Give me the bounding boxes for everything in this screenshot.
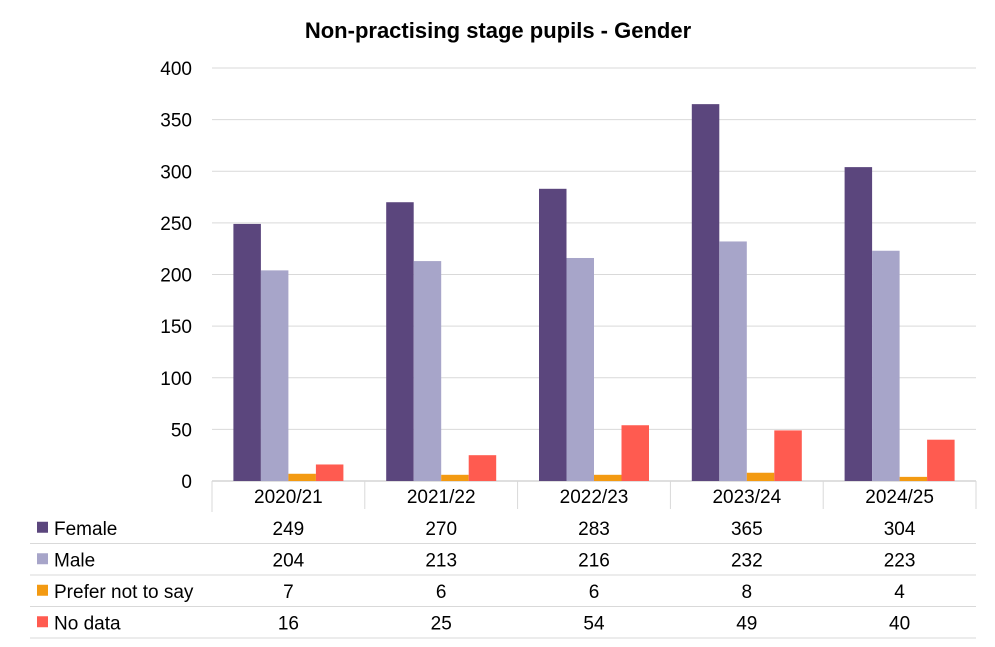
bar bbox=[441, 474, 469, 481]
legend-label: Male bbox=[54, 550, 95, 571]
legend-label: No data bbox=[54, 613, 121, 634]
data-table-cell: 249 bbox=[273, 519, 305, 540]
bar bbox=[468, 455, 497, 481]
data-table-cell: 4 bbox=[894, 582, 905, 603]
bar bbox=[719, 241, 747, 481]
data-table-cell: 223 bbox=[884, 550, 916, 571]
bar bbox=[594, 474, 622, 481]
legend-label: Prefer not to say bbox=[54, 582, 194, 603]
data-table-cell: 6 bbox=[436, 582, 447, 603]
data-table-cell: 16 bbox=[278, 613, 299, 634]
bar bbox=[691, 104, 720, 481]
y-tick-label: 100 bbox=[160, 369, 192, 390]
y-tick-label: 200 bbox=[160, 266, 192, 287]
bar bbox=[539, 188, 567, 482]
data-table-cell: 8 bbox=[742, 582, 753, 603]
y-tick-label: 250 bbox=[160, 214, 192, 235]
bar bbox=[315, 464, 344, 481]
bar bbox=[233, 223, 261, 481]
y-tick-label: 0 bbox=[181, 472, 192, 493]
legend-swatch bbox=[37, 584, 48, 596]
x-tick-label: 2022/23 bbox=[560, 487, 629, 508]
bar bbox=[621, 425, 649, 481]
data-table-cell: 54 bbox=[583, 613, 605, 634]
bars bbox=[233, 104, 955, 482]
data-table-cell: 7 bbox=[283, 582, 294, 603]
bar bbox=[927, 439, 955, 481]
x-tick-label: 2024/25 bbox=[865, 487, 934, 508]
legend-label: Female bbox=[54, 519, 117, 540]
bar bbox=[413, 261, 442, 481]
bar bbox=[288, 473, 316, 481]
data-table-cell: 49 bbox=[736, 613, 757, 634]
bar bbox=[844, 167, 873, 481]
bar bbox=[566, 257, 594, 481]
data-table-cell: 213 bbox=[425, 550, 457, 571]
data-table-cell: 304 bbox=[884, 519, 916, 540]
bar bbox=[899, 476, 928, 481]
data-table-cell: 270 bbox=[425, 519, 457, 540]
data-table-cell: 40 bbox=[889, 613, 910, 634]
legend-swatch bbox=[37, 521, 48, 533]
y-tick-label: 300 bbox=[160, 162, 192, 183]
chart-title: Non-practising stage pupils - Gender bbox=[305, 18, 692, 43]
bar bbox=[386, 202, 414, 481]
data-table-cell: 204 bbox=[273, 550, 305, 571]
y-tick-label: 350 bbox=[160, 111, 192, 132]
data-table-cell: 283 bbox=[578, 519, 610, 540]
bar bbox=[872, 250, 900, 481]
y-tick-label: 150 bbox=[160, 317, 192, 338]
data-table-cell: 6 bbox=[589, 582, 600, 603]
bar bbox=[774, 430, 802, 481]
legend-swatch bbox=[37, 553, 48, 565]
bar bbox=[746, 472, 775, 481]
x-tick-label: 2023/24 bbox=[712, 487, 781, 508]
y-axis-ticks: 0 50 100 150 200 250 300 350 400 bbox=[160, 59, 192, 493]
x-tick-label: 2021/22 bbox=[407, 487, 476, 508]
x-tick-label: 2020/21 bbox=[254, 487, 323, 508]
y-tick-label: 400 bbox=[160, 59, 192, 80]
data-table-cell: 232 bbox=[731, 550, 763, 571]
x-axis-ticks: 2020/21 2021/22 2022/23 2023/24 2024/25 bbox=[254, 487, 934, 508]
data-table-cell: 25 bbox=[431, 613, 452, 634]
data-table: Female 249 270 283 365 304 Male 204 213 216 232 223… bbox=[30, 481, 977, 639]
legend-swatch bbox=[37, 616, 48, 628]
bar bbox=[260, 270, 289, 481]
data-table-cell: 216 bbox=[578, 550, 610, 571]
data-table-cell: 365 bbox=[731, 519, 763, 540]
y-tick-label: 50 bbox=[171, 420, 192, 441]
